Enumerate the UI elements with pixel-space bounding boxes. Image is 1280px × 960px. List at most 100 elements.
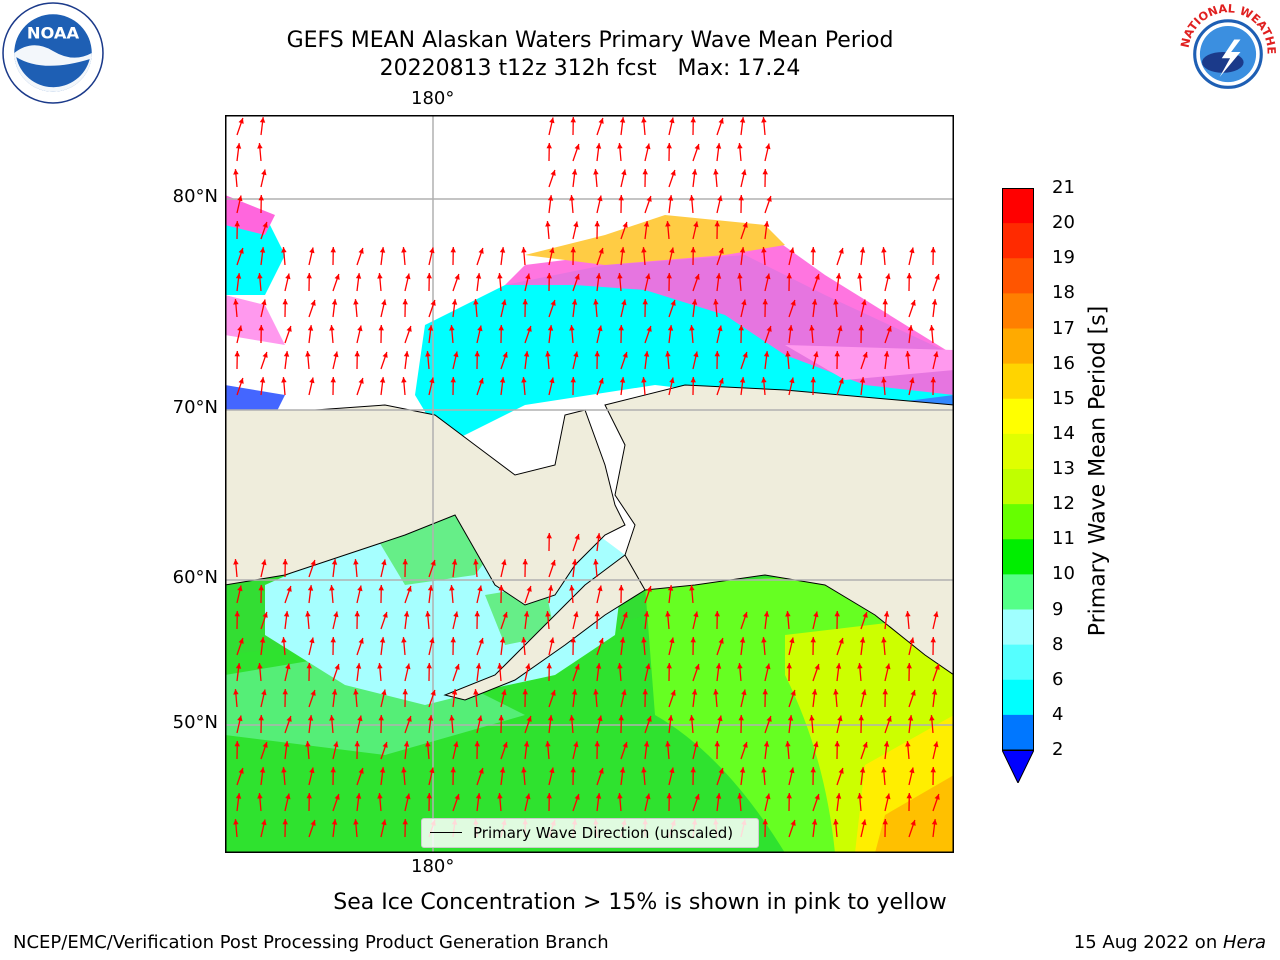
wave-arrow-head bbox=[717, 325, 723, 332]
wave-arrow-head bbox=[598, 117, 604, 124]
wave-arrow-head bbox=[550, 169, 556, 176]
colorbar-extend-arrow bbox=[1002, 749, 1034, 783]
wave-arrow-head bbox=[523, 741, 530, 747]
wave-arrow-head bbox=[334, 273, 340, 280]
wave-arrow-head bbox=[594, 741, 600, 747]
wave-arrow-head bbox=[691, 169, 698, 175]
wave-arrow-head bbox=[617, 143, 623, 149]
wave-arrow-head bbox=[765, 793, 771, 800]
wave-arrow-head bbox=[545, 351, 551, 357]
wave-arrow-head bbox=[521, 377, 527, 383]
wave-arrow-head bbox=[401, 767, 407, 773]
wave-arrow-head bbox=[259, 377, 266, 383]
wave-arrow-head bbox=[353, 559, 359, 565]
wave-arrow-head bbox=[670, 169, 676, 176]
footer-machine: Hera bbox=[1222, 932, 1266, 953]
wave-arrow-head bbox=[573, 221, 579, 228]
wave-arrow-head bbox=[331, 689, 338, 695]
wave-arrow-head bbox=[381, 819, 387, 826]
wave-arrow-head bbox=[501, 559, 507, 566]
wave-arrow-head bbox=[258, 195, 264, 201]
wave-arrow-head bbox=[473, 299, 479, 305]
wave-arrow-head bbox=[569, 325, 575, 331]
wave-arrow-head bbox=[331, 559, 338, 565]
wave-arrow-head bbox=[477, 715, 483, 722]
wave-arrow-head bbox=[690, 637, 696, 643]
wave-arrow-head bbox=[598, 767, 604, 774]
wave-arrow-head bbox=[570, 377, 576, 383]
colorbar-tick-label: 9 bbox=[1052, 598, 1064, 620]
wave-arrow-head bbox=[569, 715, 575, 721]
wave-arrow-head bbox=[451, 299, 458, 305]
wave-arrow-head bbox=[570, 247, 576, 253]
wave-arrow-head bbox=[571, 689, 578, 695]
wave-arrow-head bbox=[238, 637, 244, 644]
wave-arrow-head bbox=[622, 741, 628, 748]
wave-arrow-head bbox=[739, 637, 746, 643]
wave-arrow-head bbox=[715, 793, 722, 799]
wave-arrow-head bbox=[237, 195, 243, 202]
wave-arrow-head bbox=[645, 273, 651, 280]
colorbar-tick-label: 10 bbox=[1052, 563, 1075, 585]
lon-label-top: 180° bbox=[411, 88, 455, 109]
wave-arrow-head bbox=[379, 767, 386, 773]
wave-arrow-head bbox=[258, 715, 264, 721]
wave-arrow-head bbox=[643, 741, 650, 747]
legend-line-swatch bbox=[430, 832, 462, 833]
wave-arrow-head bbox=[642, 169, 648, 175]
wave-arrow-head bbox=[547, 585, 554, 591]
wave-arrow-head bbox=[667, 585, 674, 591]
colorbar-segment bbox=[1002, 258, 1034, 294]
wave-arrow-head bbox=[714, 351, 720, 357]
wave-arrow-head bbox=[285, 793, 291, 800]
noaa-logo: NOAA bbox=[2, 2, 104, 104]
wave-arrow-head bbox=[643, 611, 650, 617]
wave-arrow-head bbox=[450, 247, 456, 253]
wave-arrow-head bbox=[762, 689, 768, 695]
wave-arrow-head bbox=[574, 273, 580, 280]
wave-arrow-head bbox=[473, 689, 479, 695]
wave-arrow-head bbox=[261, 819, 267, 826]
wave-arrow-head bbox=[645, 663, 651, 670]
wave-arrow-head bbox=[619, 637, 626, 643]
wave-arrow-head bbox=[859, 637, 866, 643]
wave-arrow-head bbox=[766, 195, 772, 202]
wave-arrow-head bbox=[833, 819, 839, 825]
wave-arrow-head bbox=[641, 767, 647, 773]
colorbar-tick-label: 12 bbox=[1052, 493, 1075, 515]
wave-arrow-head bbox=[669, 637, 675, 644]
wave-arrow-head bbox=[283, 611, 290, 617]
lon-label-bottom: 180° bbox=[411, 856, 455, 877]
wave-arrow-head bbox=[477, 585, 483, 592]
wave-arrow-head bbox=[910, 299, 916, 306]
wave-arrow-head bbox=[622, 611, 628, 618]
wave-arrow-head bbox=[717, 195, 723, 202]
wave-arrow-head bbox=[930, 767, 936, 773]
wave-arrow-head bbox=[598, 247, 604, 254]
wave-arrow-head bbox=[549, 637, 555, 644]
wave-arrow-head bbox=[547, 325, 554, 331]
wave-arrow-head bbox=[666, 143, 672, 149]
colorbar-segment bbox=[1002, 398, 1034, 435]
wave-arrow-head bbox=[281, 377, 287, 383]
wave-arrow-head bbox=[738, 325, 744, 331]
wave-arrow-head bbox=[234, 221, 240, 227]
wave-arrow-head bbox=[714, 611, 720, 617]
wave-arrow-head bbox=[715, 143, 722, 149]
wave-arrow-head bbox=[261, 689, 267, 696]
wave-arrow-head bbox=[521, 767, 527, 773]
wave-arrow-head bbox=[261, 559, 267, 566]
wave-arrow-head bbox=[905, 351, 911, 357]
wave-arrow-head bbox=[594, 221, 600, 227]
wave-arrow-head bbox=[689, 715, 695, 721]
wave-arrow-head bbox=[665, 351, 671, 357]
title-line-1: GEFS MEAN Alaskan Waters Primary Wave Me… bbox=[286, 28, 894, 53]
wave-arrow-head bbox=[429, 377, 435, 384]
wave-arrow-head bbox=[262, 221, 268, 228]
wave-arrow-head bbox=[906, 793, 912, 799]
wave-arrow-head bbox=[283, 741, 290, 747]
wave-arrow-head bbox=[454, 793, 460, 800]
colorbar-segment bbox=[1002, 714, 1034, 751]
wave-arrow-head bbox=[833, 689, 839, 695]
wave-arrow-head bbox=[617, 273, 623, 279]
